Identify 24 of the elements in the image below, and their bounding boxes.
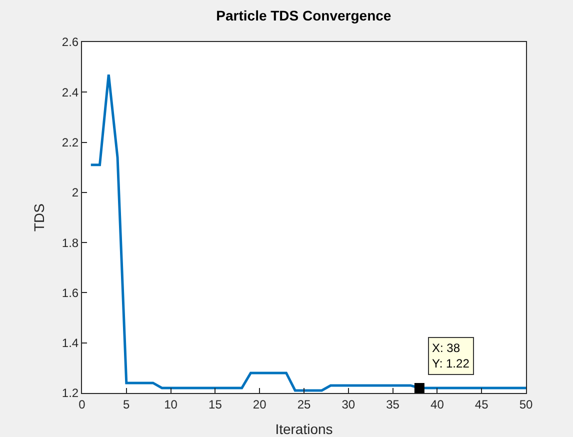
y-tick-label: 2.2 [62, 135, 79, 150]
x-tick-label: 10 [164, 397, 178, 412]
y-tick-label: 1.2 [62, 386, 79, 400]
x-tick-label: 40 [430, 397, 444, 412]
line-series [90, 73, 526, 393]
y-tick-label: 1.4 [62, 336, 79, 350]
x-axis-title: Iterations [275, 421, 333, 437]
x-tick-label: 15 [208, 397, 222, 412]
x-tick-label: 0 [78, 397, 86, 412]
x-tick-label: 30 [342, 397, 356, 412]
chart-title: Particle TDS Convergence [216, 8, 392, 24]
y-axis-title: TDS [31, 204, 47, 232]
y-tick-label: 2.4 [62, 85, 79, 100]
y-tick-label: 2.6 [62, 35, 79, 50]
y-tick-label: 1.8 [62, 236, 79, 250]
x-tick-label: 45 [474, 397, 489, 412]
x-tick-label: 50 [519, 397, 533, 412]
annotation: X: 38 Y: 1.22 [432, 341, 470, 371]
y-tick-label: 1.6 [62, 286, 79, 300]
x-tick-label: 20 [252, 397, 267, 412]
y-tick-label: 2 [72, 186, 79, 200]
x-tick-label: 5 [123, 397, 130, 412]
x-tick-label: 35 [386, 397, 400, 412]
x-tick-label: 25 [297, 397, 311, 412]
